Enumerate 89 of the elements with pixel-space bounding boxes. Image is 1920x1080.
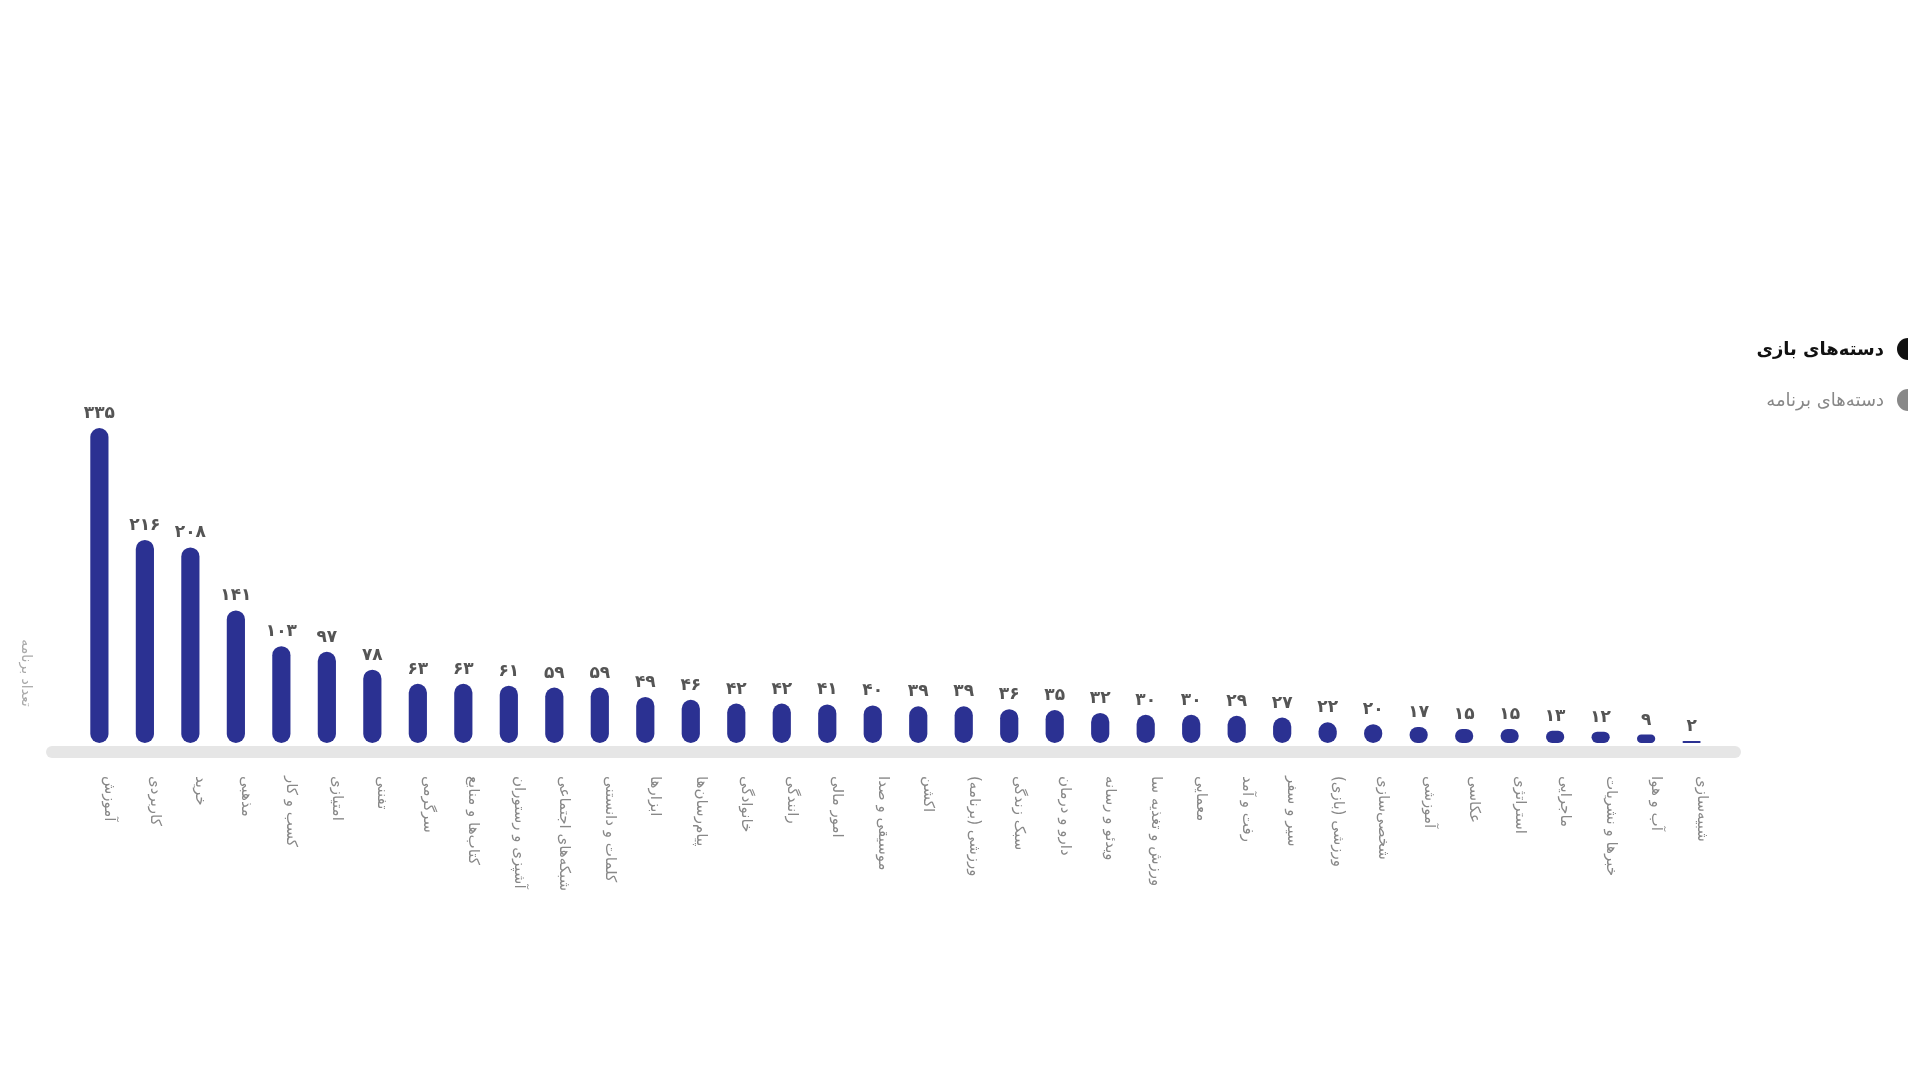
x-tick-label: سرگرمی — [419, 776, 438, 833]
data-label: ۴۶ — [680, 673, 702, 694]
data-label: ۲۰ — [1362, 698, 1384, 719]
x-tick-label: آموزشی — [1420, 776, 1439, 830]
data-label: ۳۵ — [1044, 684, 1066, 705]
data-label: ۲۷ — [1271, 691, 1294, 712]
x-tick-label: رانندگی — [783, 776, 802, 824]
x-tick-label: ویدئو و رسانه — [1102, 776, 1121, 861]
data-label: ۶۳ — [407, 657, 429, 678]
x-tick-label: آموزش — [101, 776, 120, 823]
bar — [590, 687, 609, 743]
x-tick-label: سبک زندگی — [1011, 776, 1030, 851]
data-label: ۴۹ — [634, 670, 657, 691]
x-tick-label: آب و هوا — [1648, 776, 1667, 832]
data-label: ۱۴۱ — [220, 584, 252, 605]
x-tick-label: رفت و آمد — [1238, 776, 1257, 842]
bar — [317, 651, 336, 743]
x-tick-label: خرید — [192, 776, 211, 806]
x-tick-label: پیام‌رسان‌ها — [691, 776, 711, 847]
data-label: ۳۶ — [998, 683, 1020, 704]
x-tick-label: شبکه‌های اجتماعی — [556, 776, 575, 892]
data-label: ۱۵ — [1453, 702, 1475, 723]
bar — [545, 687, 564, 743]
data-label: ۵۹ — [589, 661, 611, 682]
x-tick-label: کسب و کار — [283, 775, 302, 848]
bar — [636, 696, 655, 743]
data-label: ۱۵ — [1499, 702, 1521, 723]
data-label: ۲ — [1686, 715, 1698, 736]
data-label: ۶۳ — [452, 657, 475, 678]
data-label: ۱۲ — [1590, 705, 1612, 726]
x-tick-label: معمایی — [1193, 776, 1212, 822]
x-tick-label: ورزشی (بازی) — [1329, 776, 1348, 868]
data-label: ۳۲ — [1089, 686, 1112, 707]
x-tick-label: ورزشی (برنامه) — [965, 776, 984, 877]
data-label: ۵۹ — [543, 661, 566, 682]
x-tick-label: موسیقی و صدا — [874, 776, 893, 871]
x-tick-label: خبرها و نشریات — [1602, 776, 1621, 877]
x-tick-label: ماجرایی — [1557, 776, 1576, 827]
x-tick-label: کتاب‌ها و منابع — [465, 776, 484, 866]
data-label: ۳۰ — [1180, 688, 1202, 709]
data-label: ۶۱ — [498, 659, 520, 680]
data-label: ۲۲ — [1317, 696, 1339, 717]
x-tick-label: خانوادگی — [738, 776, 757, 833]
data-label: ۳۳۵ — [83, 402, 115, 422]
x-tick-label: امتیازی — [328, 776, 347, 821]
data-label: ۱۰۳ — [265, 620, 298, 641]
x-tick-label: اکشن — [920, 776, 939, 813]
x-tick-label: آشپزی و رستوران — [509, 776, 529, 890]
x-tick-label: شخصی‌سازی — [1375, 776, 1394, 860]
data-label: ۱۳ — [1544, 704, 1567, 725]
x-tick-label: شبیه‌سازی — [1693, 776, 1712, 842]
x-tick-label: مذهبی — [237, 776, 256, 817]
bar — [454, 683, 473, 743]
bar — [363, 669, 382, 743]
data-label: ۴۲ — [725, 677, 748, 698]
x-tick-label: سیر و سفر — [1284, 775, 1303, 847]
x-tick-label: امور مالی — [829, 776, 848, 838]
data-label: ۱۷ — [1408, 701, 1430, 722]
bar — [681, 699, 700, 743]
x-tick-label: کلمات و دانستنی — [601, 776, 620, 884]
data-label: ۷۸ — [361, 643, 384, 664]
y-axis-title: تعداد برنامه — [18, 639, 35, 707]
data-label: ۹۷ — [316, 625, 338, 646]
x-tick-label: دارو و درمان — [1056, 776, 1075, 856]
bar — [499, 685, 518, 743]
data-label: ۴۱ — [816, 678, 838, 699]
data-label: ۴۰ — [862, 679, 884, 700]
data-label: ۲۰۸ — [174, 521, 207, 542]
bar — [181, 547, 200, 743]
bar — [90, 428, 109, 743]
bar — [226, 610, 245, 743]
x-tick-label: کاربردی — [146, 776, 165, 827]
data-label: ۳۹ — [953, 680, 975, 701]
x-tick-label: استراتژی — [1511, 776, 1530, 834]
bar — [272, 646, 291, 743]
data-label: ۲۱۶ — [129, 513, 161, 534]
data-label: ۹ — [1640, 708, 1652, 729]
bar — [408, 683, 427, 743]
data-label: ۳۰ — [1135, 688, 1157, 709]
x-tick-label: تفننی — [374, 776, 393, 810]
text: دسته‌های بازی — [1756, 338, 1884, 359]
text: دسته‌های برنامه — [1766, 389, 1884, 411]
x-tick-label: عکاسی — [1466, 776, 1485, 823]
bar — [135, 539, 154, 743]
data-label: ۴۲ — [771, 677, 793, 698]
x-tick-label: ورزش و تغذیه سا — [1147, 776, 1166, 887]
data-label: ۳۹ — [907, 680, 930, 701]
x-tick-label: ابزارها — [647, 776, 666, 817]
data-label: ۲۹ — [1226, 689, 1248, 710]
